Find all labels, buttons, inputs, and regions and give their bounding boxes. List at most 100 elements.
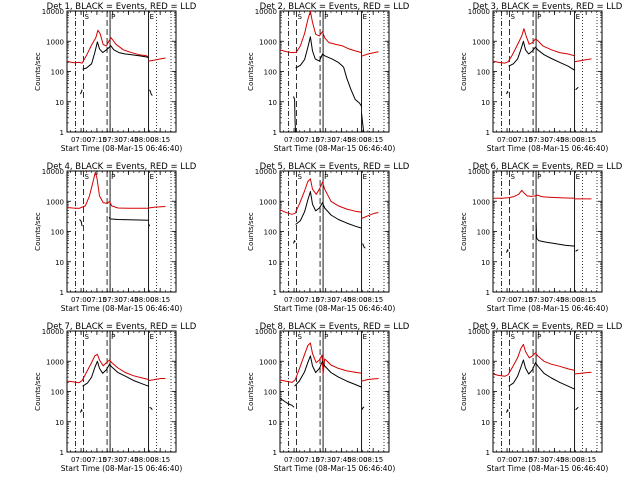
panel-det-8: Det 8, BLACK = Events, RED = LLD 1 10 100 10… — [247, 322, 410, 473]
y-axis-label: Counts/sec — [460, 212, 468, 251]
y-tick-label: 1 — [486, 129, 490, 137]
y-tick-label: 1 — [60, 449, 64, 457]
events-series-line — [295, 191, 362, 229]
x-axis-label: Start Time (08-Mar-15 06:46:40) — [61, 144, 183, 153]
marker-label-p: P — [537, 333, 541, 341]
x-tick-label: 08:15 — [363, 296, 383, 304]
panel-title: Det 5, BLACK = Events, RED = LLD — [260, 162, 410, 172]
x-axis-label: Start Time (08-Mar-15 06:46:40) — [61, 304, 183, 313]
marker-label-s: S — [84, 333, 89, 341]
y-tick-label: 100 — [264, 229, 277, 237]
events-series-line — [361, 406, 365, 410]
x-tick-label: 08:15 — [150, 456, 170, 464]
y-tick-label: 10 — [268, 99, 277, 107]
x-tick-label: 07:00 — [71, 456, 91, 464]
panel-det-4: Det 4, BLACK = Events, RED = LLD 1 10 100 10… — [34, 162, 197, 313]
x-tick-label: 07:45 — [118, 296, 138, 304]
x-tick-label: 07:15 — [513, 296, 533, 304]
events-series-line — [506, 90, 509, 95]
events-series-line — [508, 359, 575, 390]
lld-series-line — [361, 51, 379, 57]
x-tick-label: 08:15 — [150, 296, 170, 304]
x-tick-label: 08:15 — [576, 136, 596, 144]
marker-label-p: P — [324, 173, 328, 181]
y-axis-label: Counts/sec — [247, 52, 255, 91]
x-tick-label: 08:00 — [347, 456, 367, 464]
x-tick-label: 08:00 — [134, 456, 154, 464]
events-series-line — [575, 406, 579, 411]
lld-series-line — [279, 10, 362, 54]
lld-series-line — [148, 57, 166, 62]
lld-series-line — [493, 189, 575, 199]
marker-label-e: E — [576, 173, 580, 181]
x-tick-label: 08:00 — [560, 456, 580, 464]
panel-title: Det 3, BLACK = Events, RED = LLD — [473, 2, 623, 12]
y-tick-label: 1 — [273, 129, 277, 137]
x-tick-label: 07:00 — [497, 296, 517, 304]
y-tick-label: 1000 — [472, 198, 490, 206]
panel-det-7: Det 7, BLACK = Events, RED = LLD 1 10 100 10… — [34, 322, 197, 473]
x-axis-label: Start Time (08-Mar-15 06:46:40) — [274, 464, 396, 473]
x-tick-label: 07:00 — [497, 456, 517, 464]
y-tick-label: 10 — [268, 259, 277, 267]
panel-title: Det 9, BLACK = Events, RED = LLD — [473, 322, 623, 332]
x-tick-label: 08:15 — [363, 456, 383, 464]
marker-label-p: P — [111, 333, 115, 341]
lld-series-line — [361, 378, 379, 382]
x-tick-label: 07:30 — [529, 456, 549, 464]
x-tick-label: 07:30 — [103, 136, 123, 144]
marker-label-e: E — [576, 13, 580, 21]
lld-series-line — [148, 378, 166, 382]
x-tick-label: 07:00 — [284, 456, 304, 464]
y-tick-label: 1000 — [46, 358, 64, 366]
events-series-line — [506, 409, 509, 413]
marker-label-s: S — [297, 13, 302, 21]
y-tick-label: 100 — [477, 69, 490, 77]
x-tick-label: 07:15 — [87, 456, 107, 464]
x-tick-label: 07:15 — [513, 136, 533, 144]
x-axis-label: Start Time (08-Mar-15 06:46:40) — [274, 144, 396, 153]
x-tick-label: 08:15 — [363, 136, 383, 144]
x-tick-label: 07:30 — [529, 296, 549, 304]
x-tick-label: 07:45 — [544, 296, 564, 304]
y-tick-label: 10000 — [255, 328, 277, 336]
x-tick-label: 08:00 — [560, 296, 580, 304]
lld-series-line — [279, 178, 362, 215]
y-axis-label: Counts/sec — [34, 372, 42, 411]
x-tick-label: 07:45 — [331, 456, 351, 464]
x-tick-label: 07:30 — [316, 296, 336, 304]
x-axis-label: Start Time (08-Mar-15 06:46:40) — [487, 144, 609, 153]
marker-label-s: S — [510, 173, 515, 181]
lld-series-line — [66, 29, 149, 64]
events-series-line — [80, 89, 83, 95]
x-tick-label: 08:15 — [150, 136, 170, 144]
x-axis-label: Start Time (08-Mar-15 06:46:40) — [487, 464, 609, 473]
panel-title: Det 8, BLACK = Events, RED = LLD — [260, 322, 410, 332]
y-tick-label: 1000 — [259, 38, 277, 46]
marker-label-s: S — [510, 13, 515, 21]
lld-series-line — [148, 206, 166, 209]
events-series-line — [148, 223, 151, 227]
y-tick-label: 10000 — [255, 168, 277, 176]
x-tick-label: 07:30 — [316, 456, 336, 464]
lld-series-line — [574, 58, 592, 63]
panel-title: Det 4, BLACK = Events, RED = LLD — [47, 162, 197, 172]
marker-label-p: P — [537, 173, 541, 181]
events-series-line — [82, 41, 149, 70]
x-tick-label: 07:00 — [71, 296, 91, 304]
x-tick-label: 08:00 — [134, 296, 154, 304]
marker-label-p: P — [111, 13, 115, 21]
y-tick-label: 100 — [477, 389, 490, 397]
marker-label-e: E — [363, 333, 367, 341]
lld-series-line — [66, 353, 149, 384]
marker-label-e: E — [150, 173, 154, 181]
marker-label-p: P — [537, 13, 541, 21]
x-tick-label: 07:15 — [87, 136, 107, 144]
y-tick-label: 10000 — [42, 8, 64, 16]
y-tick-label: 1000 — [472, 38, 490, 46]
x-tick-label: 07:45 — [331, 136, 351, 144]
y-tick-label: 10 — [55, 99, 64, 107]
events-series-line — [575, 86, 579, 91]
panel-title: Det 2, BLACK = Events, RED = LLD — [260, 2, 410, 12]
y-tick-label: 100 — [264, 69, 277, 77]
